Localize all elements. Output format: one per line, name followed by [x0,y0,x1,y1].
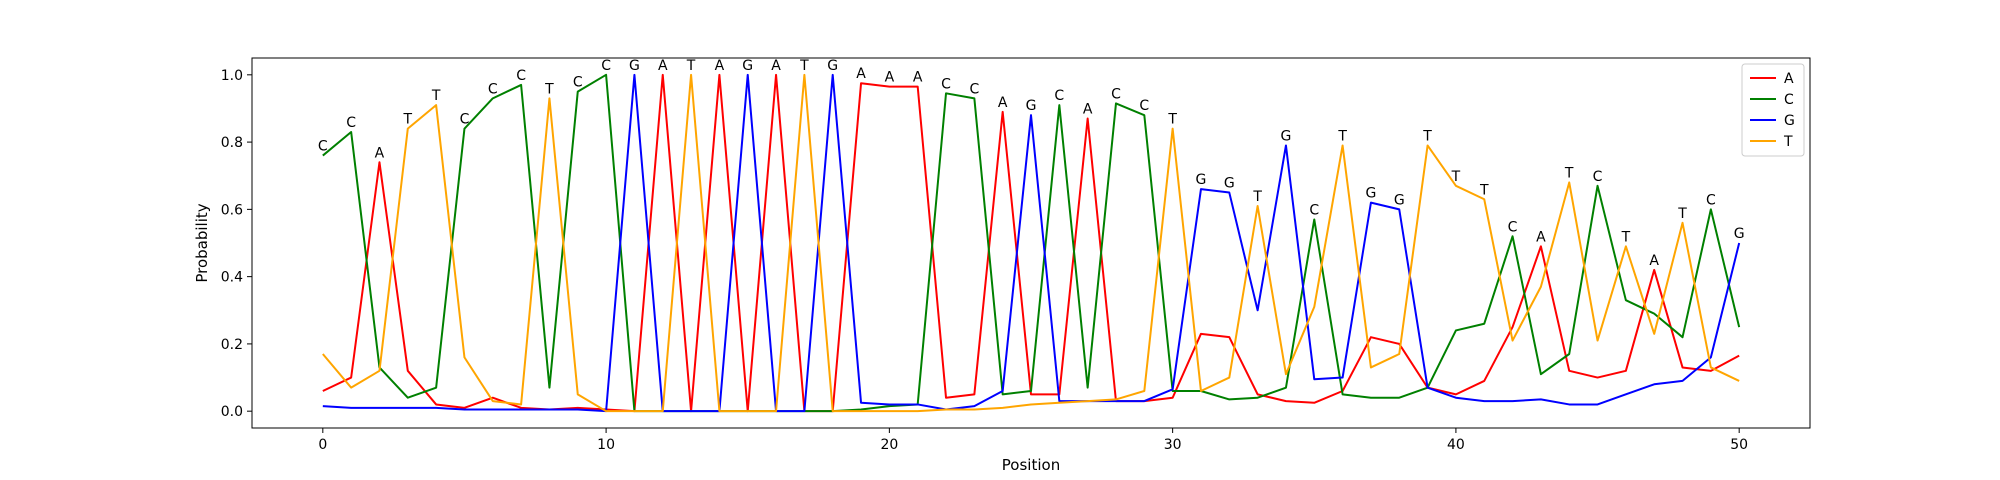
point-label: G [742,58,753,74]
series-line-G [322,73,1741,413]
x-tick-label: 10 [597,437,615,453]
series-line-C [322,73,1741,413]
point-label: A [771,58,781,74]
axes-frame [251,57,1811,429]
point-label: T [799,58,809,74]
point-label: A [885,70,895,86]
point-label: T [544,81,554,97]
point-label: C [488,81,498,97]
point-label: A [375,145,385,161]
legend-label-A: A [1784,71,1794,87]
x-axis-ticks: 0 10 20 30 40 50 [318,428,1748,453]
y-tick-label: 0.6 [221,202,243,218]
point-label: T [1621,229,1631,245]
point-label: G [1281,128,1292,144]
point-label: C [969,81,979,97]
plot-lines [322,73,1741,413]
point-label: C [1593,169,1603,185]
point-label: T [1422,128,1432,144]
x-tick-label: 0 [318,437,327,453]
legend-box [1741,63,1805,157]
point-label: C [1508,219,1518,235]
point-label: G [1224,176,1235,192]
y-axis-ticks: 0.0 0.2 0.4 0.6 0.8 1.0 [221,68,252,420]
y-tick-label: 0.8 [221,135,243,151]
point-label: G [1394,192,1405,208]
series-line-T [322,73,1740,413]
point-label: T [1564,165,1574,181]
legend-label-G: G [1784,113,1795,129]
point-label: A [658,58,668,74]
point-label: G [1734,226,1745,242]
point-label: C [1054,88,1064,104]
point-label: T [1252,189,1262,205]
point-label: C [601,58,611,74]
x-tick-label: 50 [1730,437,1748,453]
point-label: T [1167,112,1177,128]
point-label: T [403,112,413,128]
point-label: G [1196,172,1207,188]
point-label: A [913,70,923,86]
point-label: C [1111,86,1121,102]
point-label: G [1365,186,1376,202]
point-label: T [1479,182,1489,198]
legend-label-T: T [1783,134,1793,150]
point-label: C [346,115,356,131]
point-label: C [318,139,328,155]
point-label: A [1536,229,1546,245]
point-label: C [573,75,583,91]
point-label: A [715,58,725,74]
point-label: T [1337,128,1347,144]
point-label: G [629,58,640,74]
point-label: C [1139,98,1149,114]
point-label: A [998,95,1008,111]
point-label: T [431,88,441,104]
y-tick-label: 0.4 [221,270,243,286]
x-axis-title: Position [1002,456,1060,474]
point-label: C [516,68,526,84]
point-label: A [856,66,866,82]
point-label: T [1451,169,1461,185]
y-axis-title: Probability [193,203,211,282]
x-tick-label: 30 [1164,437,1182,453]
point-label: C [460,112,470,128]
y-tick-label: 0.2 [221,337,243,353]
point-label: A [1649,253,1659,269]
x-tick-label: 40 [1447,437,1465,453]
point-label: G [1026,98,1037,114]
point-label: T [686,58,696,74]
point-label: A [1083,102,1093,118]
point-label: C [1706,192,1716,208]
y-tick-label: 0.0 [221,404,243,420]
point-label: T [1677,206,1687,222]
point-label: C [941,76,951,92]
x-tick-label: 20 [880,437,898,453]
point-label: G [827,58,838,74]
point-label: C [1309,202,1319,218]
y-tick-label: 1.0 [221,68,243,84]
legend-label-C: C [1784,92,1794,108]
point-labels: C C A T T C C C T C C G A T A G A T G A A A C C A G C A C C T G G T G C T G G T… [318,58,1745,269]
